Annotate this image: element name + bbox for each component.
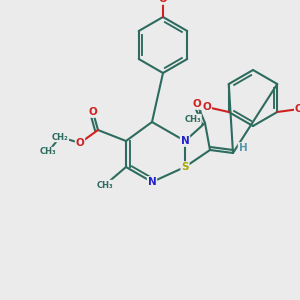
Text: H: H (238, 143, 247, 153)
Text: S: S (181, 162, 189, 172)
Text: O: O (193, 99, 201, 109)
Text: CH₂: CH₂ (52, 133, 68, 142)
Text: O: O (202, 102, 211, 112)
Text: O: O (159, 0, 167, 4)
Text: O: O (88, 107, 98, 117)
Text: CH₃: CH₃ (184, 115, 201, 124)
Text: CH₃: CH₃ (97, 181, 113, 190)
Text: CH₃: CH₃ (40, 148, 56, 157)
Text: O: O (76, 138, 84, 148)
Text: N: N (148, 177, 156, 187)
Text: O: O (295, 104, 300, 114)
Text: N: N (181, 136, 189, 146)
